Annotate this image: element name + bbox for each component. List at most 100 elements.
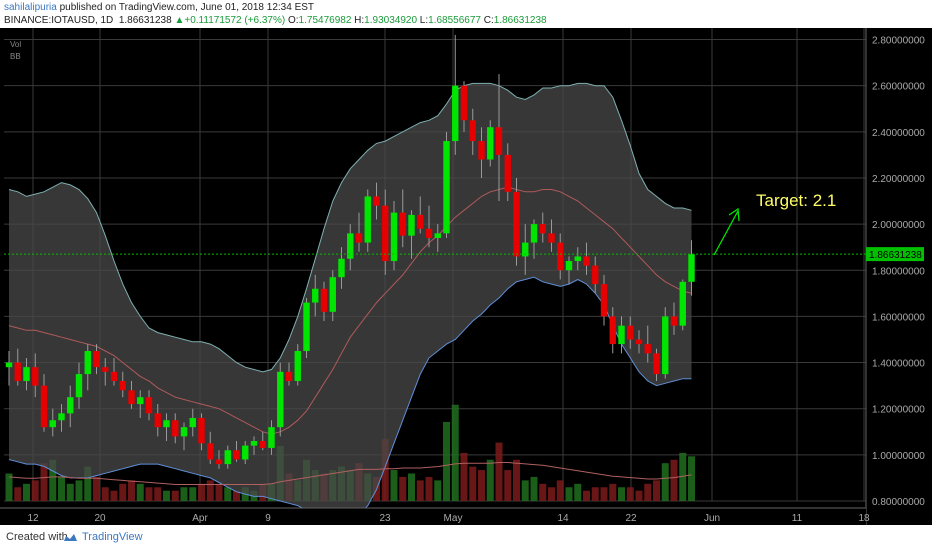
candle-body[interactable] bbox=[338, 258, 345, 278]
candle-body[interactable] bbox=[355, 233, 363, 243]
candle-body[interactable] bbox=[128, 390, 135, 405]
candle-body[interactable] bbox=[670, 316, 678, 326]
candle-body[interactable] bbox=[285, 371, 293, 382]
candle-body[interactable] bbox=[259, 441, 266, 448]
x-tick-label: 23 bbox=[379, 513, 391, 524]
candle-body[interactable] bbox=[653, 353, 660, 375]
time-axis[interactable]: 12 20 Apr 9 23 May 14 22 Jun 11 18 bbox=[0, 507, 870, 525]
candle-body[interactable] bbox=[443, 141, 450, 234]
candle-body[interactable] bbox=[58, 413, 65, 421]
candle-body[interactable] bbox=[145, 397, 153, 414]
candle-body[interactable] bbox=[425, 228, 433, 238]
candle-body[interactable] bbox=[189, 417, 196, 428]
candle-body[interactable] bbox=[434, 233, 441, 238]
candle-body[interactable] bbox=[399, 212, 406, 236]
candle-body[interactable] bbox=[627, 325, 634, 340]
candle-body[interactable] bbox=[137, 397, 144, 405]
candle-body[interactable] bbox=[618, 325, 625, 345]
candle-body[interactable] bbox=[172, 420, 179, 437]
candle-body[interactable] bbox=[110, 371, 118, 382]
candle-body[interactable] bbox=[102, 367, 109, 372]
candle-body[interactable] bbox=[312, 288, 319, 303]
candle-body[interactable] bbox=[294, 351, 301, 382]
price-chart[interactable]: Target: 2.1 Vol BB 0.80000000 1.00000000 1… bbox=[0, 28, 932, 525]
author-link[interactable]: sahilalipuria bbox=[4, 2, 57, 13]
candle-body[interactable] bbox=[487, 127, 494, 160]
candle-body[interactable] bbox=[215, 459, 223, 465]
x-tick-label: 11 bbox=[792, 513, 803, 524]
volume-ma-line bbox=[8, 462, 692, 485]
up-arrow-icon: ▲ bbox=[174, 15, 185, 26]
candle-body[interactable] bbox=[84, 351, 91, 375]
candle-body[interactable] bbox=[530, 224, 538, 243]
candle-body[interactable] bbox=[242, 445, 249, 460]
time-axis-bg bbox=[0, 508, 866, 525]
candle-body[interactable] bbox=[364, 196, 371, 243]
candle-body[interactable] bbox=[329, 277, 336, 312]
candle-body[interactable] bbox=[382, 205, 389, 262]
candle-body[interactable] bbox=[373, 196, 380, 206]
candle-body[interactable] bbox=[347, 233, 354, 259]
candle-body[interactable] bbox=[23, 367, 30, 382]
candle-body[interactable] bbox=[277, 371, 284, 428]
candle-body[interactable] bbox=[320, 288, 328, 312]
candle-body[interactable] bbox=[250, 441, 258, 446]
candle-body[interactable] bbox=[662, 316, 669, 375]
candle-body[interactable] bbox=[40, 385, 48, 428]
y-tick-label: 2.00000000 bbox=[872, 220, 925, 231]
candle-body[interactable] bbox=[49, 420, 56, 428]
candle-body[interactable] bbox=[565, 261, 573, 271]
candle-body[interactable] bbox=[75, 374, 83, 398]
price-axis[interactable]: 0.80000000 1.00000000 1.20000000 1.40000000… bbox=[865, 28, 932, 525]
x-tick-label: 14 bbox=[557, 513, 569, 524]
indicator-bb-label[interactable]: BB bbox=[10, 52, 21, 61]
candle-body[interactable] bbox=[5, 362, 13, 368]
candle-body[interactable] bbox=[67, 397, 74, 414]
candle-body[interactable] bbox=[32, 367, 39, 386]
tradingview-logo[interactable]: TradingView bbox=[62, 531, 143, 543]
candle-body[interactable] bbox=[548, 233, 555, 243]
candle-body[interactable] bbox=[233, 450, 240, 460]
candle-body[interactable] bbox=[635, 339, 643, 345]
candle-body[interactable] bbox=[452, 85, 459, 142]
candle-body[interactable] bbox=[268, 427, 275, 448]
candle-body[interactable] bbox=[609, 316, 616, 345]
candle-body[interactable] bbox=[574, 256, 581, 262]
candle-body[interactable] bbox=[557, 242, 564, 271]
candle-body[interactable] bbox=[513, 191, 520, 257]
candle-body[interactable] bbox=[408, 214, 415, 236]
candle-body[interactable] bbox=[224, 450, 231, 465]
candle-body[interactable] bbox=[180, 427, 188, 437]
candle-body[interactable] bbox=[644, 344, 651, 354]
candle-body[interactable] bbox=[154, 413, 161, 428]
candle-body[interactable] bbox=[469, 120, 476, 142]
volume-bar bbox=[224, 487, 232, 501]
target-annotation[interactable]: Target: 2.1 bbox=[756, 191, 836, 210]
candle-body[interactable] bbox=[679, 281, 686, 326]
x-tick-label: 9 bbox=[265, 513, 271, 524]
candle-body[interactable] bbox=[478, 141, 485, 160]
x-tick-label: Jun bbox=[704, 513, 720, 524]
candle-body[interactable] bbox=[303, 302, 310, 352]
candle-body[interactable] bbox=[592, 265, 599, 285]
chart-area[interactable]: Target: 2.1 Vol BB 0.80000000 1.00000000 1… bbox=[0, 28, 932, 525]
volume-bar bbox=[495, 442, 503, 501]
y-tick-label: 1.60000000 bbox=[872, 312, 925, 323]
candle-body[interactable] bbox=[504, 154, 511, 192]
candle-body[interactable] bbox=[14, 362, 21, 382]
candle-body[interactable] bbox=[390, 212, 398, 262]
candle-body[interactable] bbox=[207, 443, 214, 460]
candle-body[interactable] bbox=[688, 254, 695, 282]
candle-body[interactable] bbox=[600, 284, 608, 317]
candle-body[interactable] bbox=[539, 224, 546, 234]
candle-body[interactable] bbox=[522, 242, 529, 257]
candle-body[interactable] bbox=[119, 381, 126, 391]
candle-body[interactable] bbox=[163, 420, 170, 428]
candle-body[interactable] bbox=[460, 85, 468, 121]
candle-body[interactable] bbox=[495, 127, 503, 155]
candle-body[interactable] bbox=[198, 417, 205, 444]
candle-body[interactable] bbox=[417, 214, 424, 229]
candle-body[interactable] bbox=[93, 351, 100, 368]
candle-body[interactable] bbox=[583, 256, 590, 266]
indicator-vol-label[interactable]: Vol bbox=[10, 40, 21, 49]
